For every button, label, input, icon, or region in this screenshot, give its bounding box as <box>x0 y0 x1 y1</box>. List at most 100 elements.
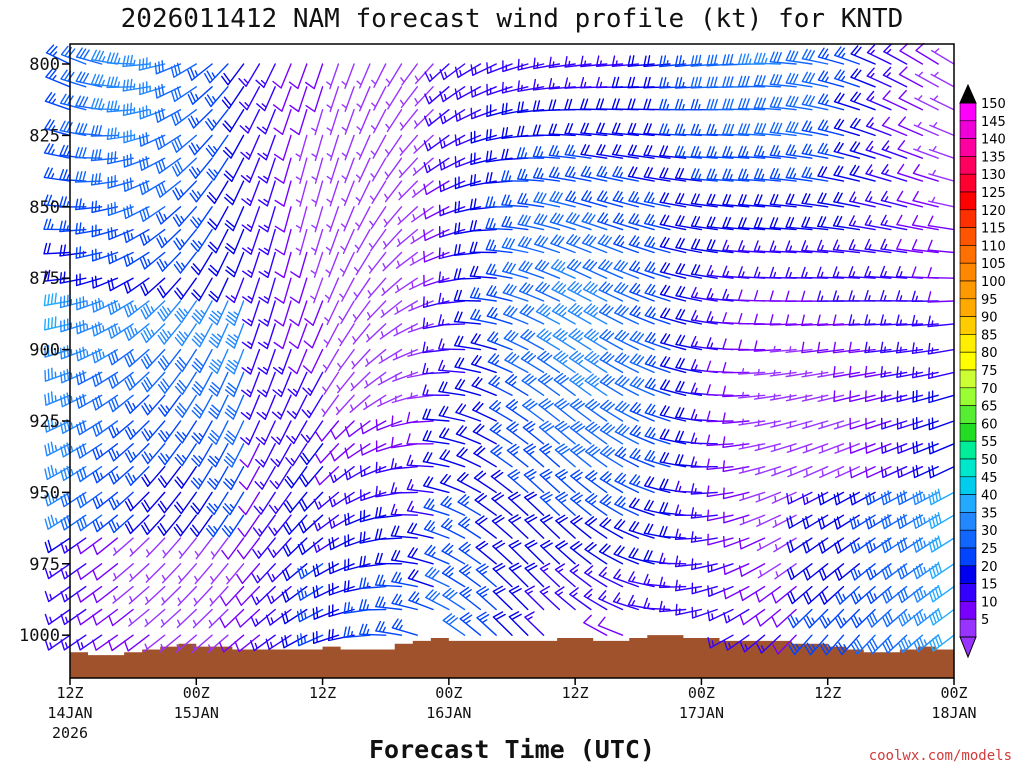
wind-barb <box>738 217 766 231</box>
colorbar-label: 45 <box>981 471 998 486</box>
wind-barb <box>473 445 497 468</box>
wind-barb <box>107 175 134 189</box>
wind-barb <box>459 612 482 636</box>
wind-barb <box>612 166 639 182</box>
wind-barb <box>674 77 703 89</box>
wind-barb <box>596 190 624 208</box>
wind-barb <box>281 634 308 649</box>
wind-barb <box>43 194 71 208</box>
wind-barb <box>866 67 892 88</box>
colorbar-box <box>959 583 977 602</box>
wind-barb <box>896 417 924 430</box>
wind-barb <box>76 634 103 651</box>
wind-barb <box>850 563 876 581</box>
wind-barb <box>911 290 939 302</box>
wind-barb <box>659 214 687 231</box>
colorbar-label: 10 <box>981 595 998 610</box>
wind-barb <box>469 220 497 232</box>
wind-barb <box>505 399 529 422</box>
colorbar-label: 140 <box>981 133 1006 148</box>
wind-barb <box>897 537 924 553</box>
wind-barb <box>801 71 829 88</box>
wind-barb <box>491 492 513 516</box>
wind-barb <box>801 193 829 208</box>
wind-barb <box>772 514 797 528</box>
wind-barb <box>520 351 545 374</box>
wind-barb <box>599 517 624 539</box>
wind-barb <box>897 563 924 580</box>
wind-barb <box>206 157 229 181</box>
wind-barb <box>770 420 797 428</box>
wind-barb <box>737 75 766 88</box>
wind-barb <box>475 540 497 565</box>
wind-barb <box>896 390 924 403</box>
wind-barb <box>707 634 734 649</box>
x-tick-label: 12Z <box>562 684 589 702</box>
credit-text: coolwx.com/models <box>869 748 1012 764</box>
wind-barb <box>298 514 324 534</box>
wind-barb <box>469 241 497 254</box>
wind-barb <box>864 214 892 231</box>
plot-frame <box>69 43 955 679</box>
wind-barb <box>532 124 561 137</box>
wind-barb <box>108 443 134 462</box>
wind-barb <box>629 376 655 396</box>
wind-barb <box>457 516 482 539</box>
wind-barb <box>456 472 482 494</box>
wind-barb <box>438 314 466 326</box>
wind-barb <box>913 145 939 159</box>
wind-barb <box>753 74 782 88</box>
wind-barb <box>614 352 639 374</box>
wind-barb <box>456 447 482 468</box>
wind-barb <box>737 145 766 159</box>
wind-barb <box>595 55 624 67</box>
wind-barb <box>108 514 134 534</box>
wind-barb <box>290 251 308 279</box>
wind-barb <box>737 339 766 351</box>
wind-barb <box>91 297 119 313</box>
wind-barb <box>271 420 292 445</box>
wind-barb <box>174 348 197 373</box>
wind-barb <box>613 568 639 588</box>
wind-barb <box>311 134 324 162</box>
wind-barb <box>771 608 797 628</box>
colorbar-label: 15 <box>981 578 998 593</box>
wind-barb <box>753 122 782 137</box>
wind-barb <box>897 608 924 627</box>
wind-barb <box>365 348 387 367</box>
wind-barb <box>157 323 182 345</box>
wind-barb <box>45 68 71 88</box>
wind-barb <box>895 266 924 279</box>
wind-barb <box>74 147 103 159</box>
wind-barb <box>422 451 450 468</box>
wind-barb <box>737 123 766 137</box>
wind-barb <box>848 341 876 354</box>
wind-barb <box>722 76 750 88</box>
wind-barb <box>172 206 197 227</box>
wind-barb <box>834 46 860 65</box>
wind-barb <box>423 180 450 196</box>
wind-barb <box>565 190 592 208</box>
wind-barb <box>550 234 576 254</box>
wind-barb <box>60 368 87 384</box>
wind-barb <box>928 367 955 379</box>
wind-barb <box>706 360 734 374</box>
wind-barb <box>707 560 734 573</box>
wind-barb <box>833 141 860 159</box>
wind-barb <box>241 323 261 350</box>
wind-barb <box>123 300 150 318</box>
wind-barb <box>486 285 513 302</box>
wind-barb <box>722 239 750 254</box>
wind-barb <box>628 571 655 588</box>
wind-barb <box>753 194 782 208</box>
wind-barb <box>722 338 750 351</box>
wind-barb <box>555 491 576 516</box>
wind-barb <box>598 281 624 302</box>
wind-barb <box>769 122 797 137</box>
wind-barb <box>644 426 671 445</box>
wind-barb <box>737 368 766 375</box>
wind-barb <box>470 354 497 374</box>
wind-barb <box>439 226 466 238</box>
wind-barb <box>584 398 608 422</box>
wind-barb <box>501 81 529 94</box>
